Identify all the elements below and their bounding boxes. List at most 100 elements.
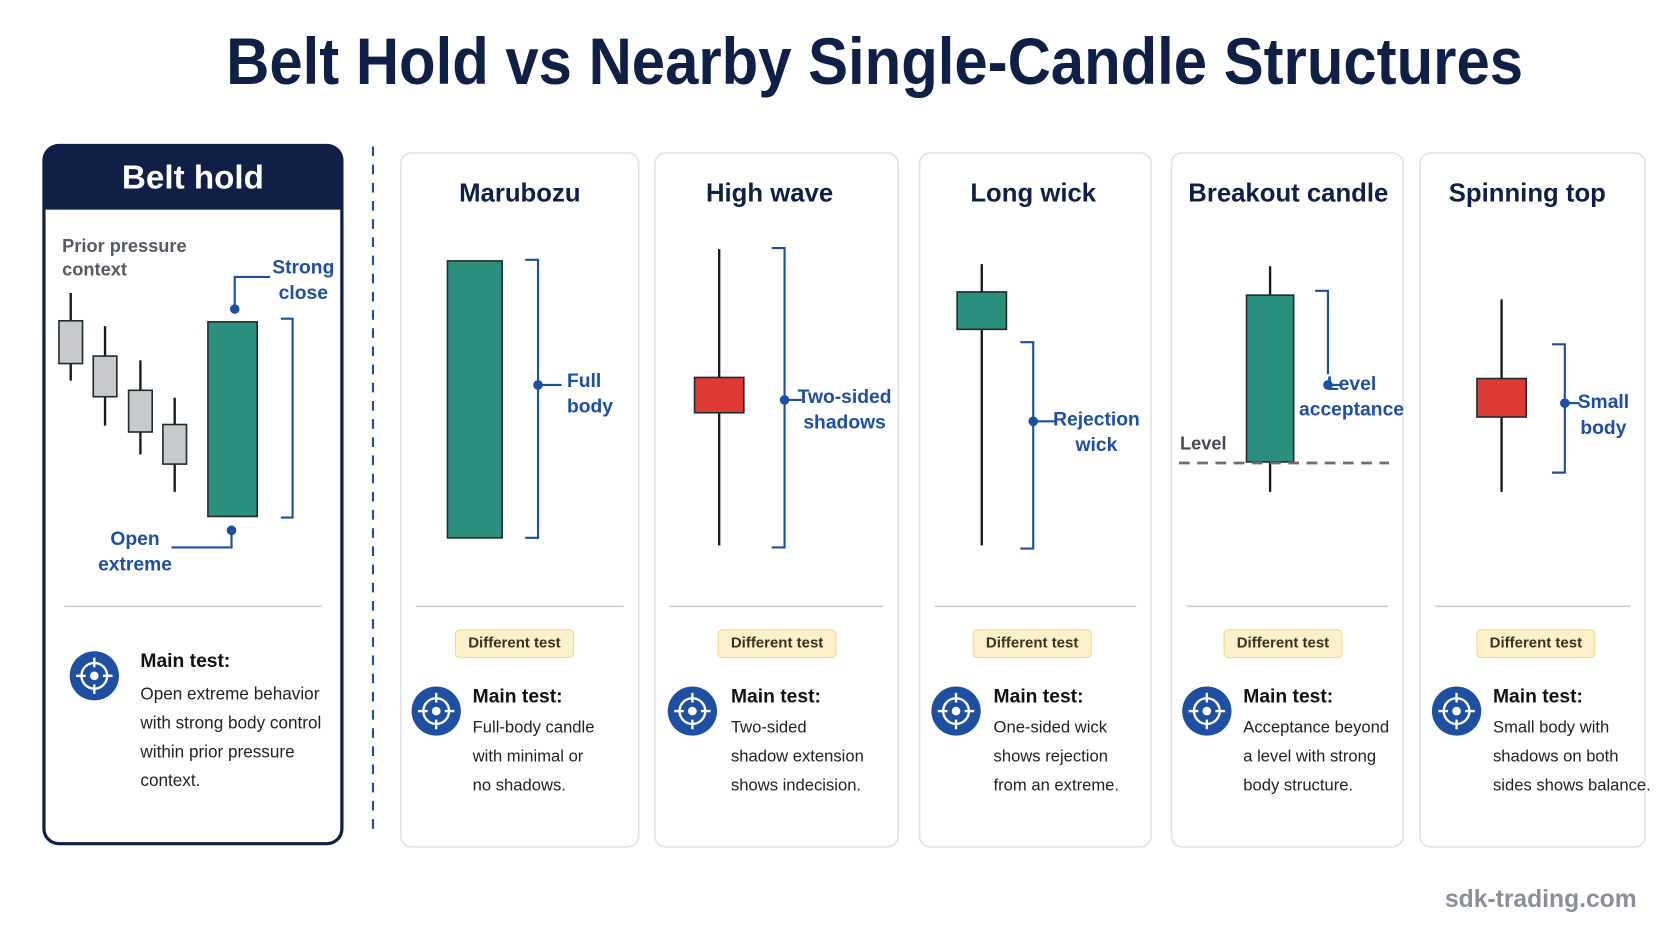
leader-dot xyxy=(1560,398,1570,408)
target-ticks xyxy=(674,692,711,730)
leader-dot xyxy=(533,380,543,390)
main-test-text: no shadows. xyxy=(473,775,566,794)
badge xyxy=(1223,629,1343,659)
card-title: Marubozu xyxy=(459,179,580,207)
main-test-text: shows rejection xyxy=(994,746,1108,765)
candle-body xyxy=(1476,377,1528,418)
comparison-card xyxy=(1170,152,1404,848)
annotation-label: Level xyxy=(1327,374,1376,395)
main-test-text: context. xyxy=(140,771,200,790)
main-test-text: Acceptance beyond xyxy=(1243,718,1389,737)
annotation-label: extreme xyxy=(98,555,172,576)
candle-body xyxy=(207,321,259,518)
main-test-text: with strong body control xyxy=(139,713,321,732)
target-ticks xyxy=(937,692,975,730)
main-test-text: shadow extension xyxy=(731,746,864,765)
badge xyxy=(972,629,1092,659)
context-label: Prior pressure xyxy=(62,236,186,256)
badge-text: Different test xyxy=(1490,635,1582,652)
badge xyxy=(717,629,837,659)
target-center xyxy=(90,671,99,681)
leader-dot xyxy=(229,304,240,314)
bracket xyxy=(280,317,294,519)
main-test-text: body structure. xyxy=(1243,775,1353,794)
open-leader xyxy=(171,530,233,549)
candle-body xyxy=(446,260,503,539)
target-center xyxy=(1452,706,1461,716)
badge-text: Different test xyxy=(986,635,1078,652)
main-test-label: Main test: xyxy=(140,651,230,672)
level-label: Level xyxy=(1180,434,1227,454)
target-ticks xyxy=(76,657,113,694)
annotation-label: Small xyxy=(1578,392,1629,413)
main-test-text: Two-sided xyxy=(731,718,807,737)
featured-title: Belt hold xyxy=(122,159,264,196)
leader-dot xyxy=(1323,380,1333,390)
target-ticks xyxy=(418,692,455,730)
comparison-card xyxy=(654,152,899,848)
comparison-card xyxy=(400,152,640,848)
annotation-label: body xyxy=(1580,418,1626,439)
annotation-label: shadows xyxy=(803,413,885,434)
annotation-label: acceptance xyxy=(1299,400,1404,421)
main-test-label: Main test: xyxy=(731,686,821,707)
main-test-text: shadows on both xyxy=(1493,746,1619,765)
annotation-label: wick xyxy=(1075,435,1118,456)
annotation-label: Two-sided xyxy=(798,387,892,408)
main-test-text: Open extreme behavior xyxy=(140,685,319,704)
watermark: sdk-trading.com xyxy=(1445,886,1637,913)
candle-body xyxy=(92,355,118,398)
annotation-label: Strong xyxy=(272,258,334,279)
main-test-label: Main test: xyxy=(1493,686,1583,707)
annotation-label: Rejection xyxy=(1053,409,1140,430)
content: Belt Hold vs Nearby Single-Candle Struct… xyxy=(42,25,1651,913)
badge xyxy=(454,629,574,659)
main-test-label: Main test: xyxy=(1243,686,1333,707)
target-center xyxy=(431,706,441,716)
page-title: Belt Hold vs Nearby Single-Candle Struct… xyxy=(226,25,1523,99)
comparison-card xyxy=(1419,152,1647,848)
main-test-text: from an extreme. xyxy=(994,775,1119,794)
target-ticks xyxy=(1438,692,1475,730)
leader-dot xyxy=(1028,416,1039,427)
bracket xyxy=(525,258,540,539)
annotation-label: Open xyxy=(110,529,159,550)
main-test-text: sides shows balance. xyxy=(1493,775,1651,794)
context-label: context xyxy=(62,259,127,279)
bracket xyxy=(1020,341,1035,550)
badge xyxy=(1476,629,1596,659)
target-ticks xyxy=(1188,692,1226,730)
candle-body xyxy=(162,423,188,465)
target-center xyxy=(951,706,961,716)
annotation-label: body xyxy=(567,397,613,418)
bracket xyxy=(1315,289,1330,375)
candle-body xyxy=(1245,294,1295,463)
main-test-text: Full-body candle xyxy=(473,718,595,737)
candle-body xyxy=(956,291,1008,331)
card-title: Long wick xyxy=(970,179,1096,207)
badge-text: Different test xyxy=(1237,635,1329,652)
target-center xyxy=(688,706,697,716)
main-test-text: a level with strong xyxy=(1243,746,1376,765)
main-test-text: One-sided wick xyxy=(994,718,1108,737)
main-test-text: within prior pressure xyxy=(139,742,294,761)
badge-text: Different test xyxy=(731,635,823,652)
main-test-label: Main test: xyxy=(473,686,563,707)
leader-dot xyxy=(226,525,237,536)
close-leader xyxy=(233,275,271,310)
main-test-label: Main test: xyxy=(994,686,1084,707)
featured-header xyxy=(43,145,342,210)
main-test-text: Small body with xyxy=(1493,718,1609,737)
candle-body xyxy=(127,389,153,433)
card-title: High wave xyxy=(706,179,833,207)
candle-body xyxy=(58,319,84,365)
target-center xyxy=(1202,706,1212,716)
leader-dot xyxy=(779,395,790,405)
card-title: Breakout candle xyxy=(1188,179,1388,207)
badge-text: Different test xyxy=(468,635,560,652)
candle-body xyxy=(693,376,745,414)
main-test-text: with minimal or xyxy=(472,746,584,765)
bracket xyxy=(1551,343,1566,474)
